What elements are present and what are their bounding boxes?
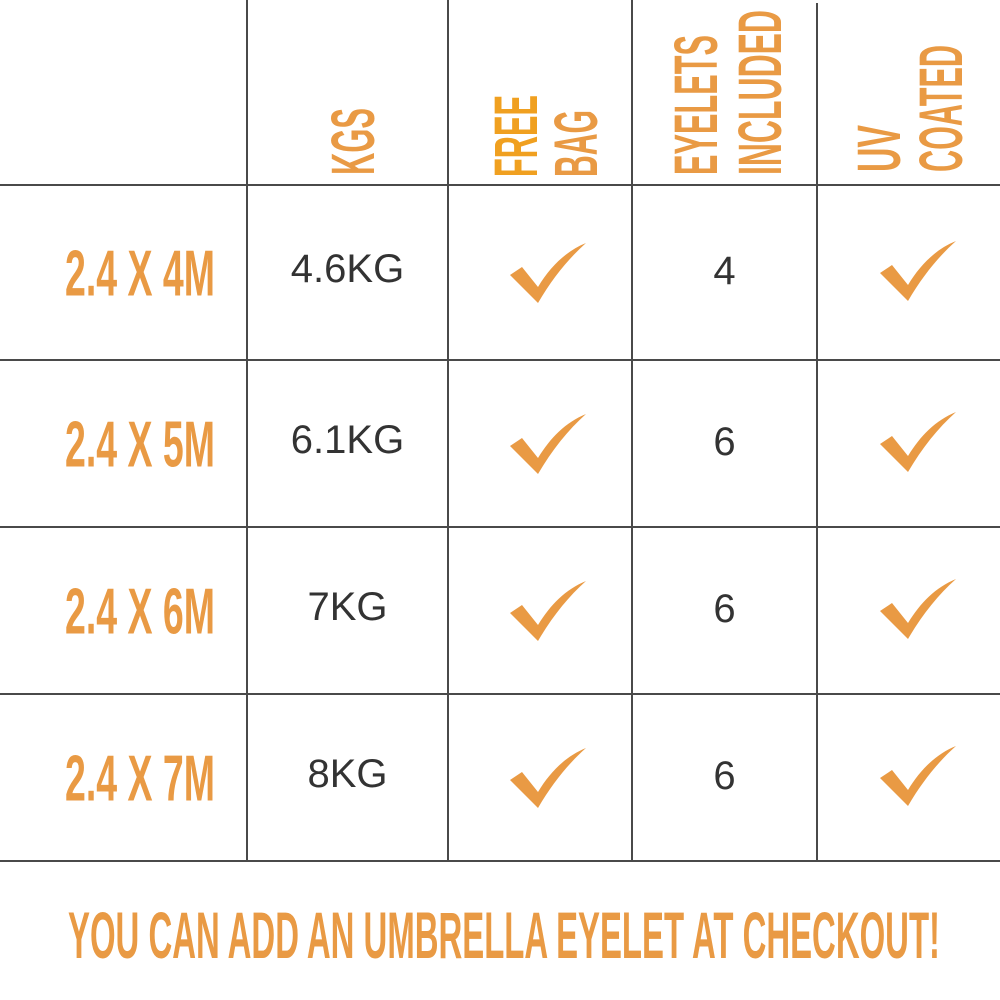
row-size-label: 2.4 X 5M bbox=[65, 408, 215, 481]
header-free: FREE bbox=[482, 95, 550, 177]
divider bbox=[816, 3, 818, 862]
divider bbox=[0, 184, 1000, 186]
checkmark-icon bbox=[508, 746, 588, 810]
checkmark-icon bbox=[508, 241, 588, 305]
header-bag: BAG bbox=[542, 110, 610, 177]
checkmark-icon bbox=[878, 577, 958, 641]
row-labels: 2.4 X 4M 2.4 X 5M 2.4 X 6M 2.4 X 7M bbox=[65, 237, 215, 815]
eyelets-cell: 4 bbox=[713, 248, 736, 293]
row-size-label: 2.4 X 7M bbox=[65, 742, 215, 815]
header-row: KGS FREE BAG EYELETS INCLUDED UV COATED bbox=[319, 10, 975, 177]
header-uv: UV bbox=[845, 125, 913, 172]
checkmark-icon bbox=[878, 410, 958, 474]
header-kgs: KGS bbox=[319, 108, 387, 175]
checkmark-icon bbox=[878, 239, 958, 303]
divider bbox=[0, 526, 1000, 528]
divider bbox=[0, 860, 1000, 862]
divider bbox=[246, 0, 248, 862]
eyelets-cell: 6 bbox=[713, 753, 736, 798]
weight-cell: 4.6KG bbox=[290, 246, 405, 291]
header-eyelets: EYELETS bbox=[662, 35, 730, 175]
checkmark-icon bbox=[508, 412, 588, 476]
header-included: INCLUDED bbox=[726, 10, 794, 175]
eyelets-cell: 6 bbox=[713, 419, 736, 464]
divider bbox=[631, 0, 633, 862]
footer-text: YOU CAN ADD AN UMBRELLA EYELET AT CHECKO… bbox=[68, 898, 940, 972]
footer-note: YOU CAN ADD AN UMBRELLA EYELET AT CHECKO… bbox=[68, 898, 940, 972]
checkmark-icon bbox=[878, 744, 958, 808]
divider bbox=[0, 693, 1000, 695]
checkmark-icon bbox=[508, 579, 588, 643]
divider bbox=[0, 359, 1000, 361]
weight-cell: 6.1KG bbox=[290, 417, 405, 462]
eyelets-cell: 6 bbox=[713, 586, 736, 631]
header-coated: COATED bbox=[907, 45, 975, 172]
divider bbox=[447, 0, 449, 862]
weight-cell: 7KG bbox=[307, 584, 388, 629]
row-size-label: 2.4 X 4M bbox=[65, 237, 215, 310]
row-size-label: 2.4 X 6M bbox=[65, 575, 215, 648]
weight-cell: 8KG bbox=[307, 751, 388, 796]
